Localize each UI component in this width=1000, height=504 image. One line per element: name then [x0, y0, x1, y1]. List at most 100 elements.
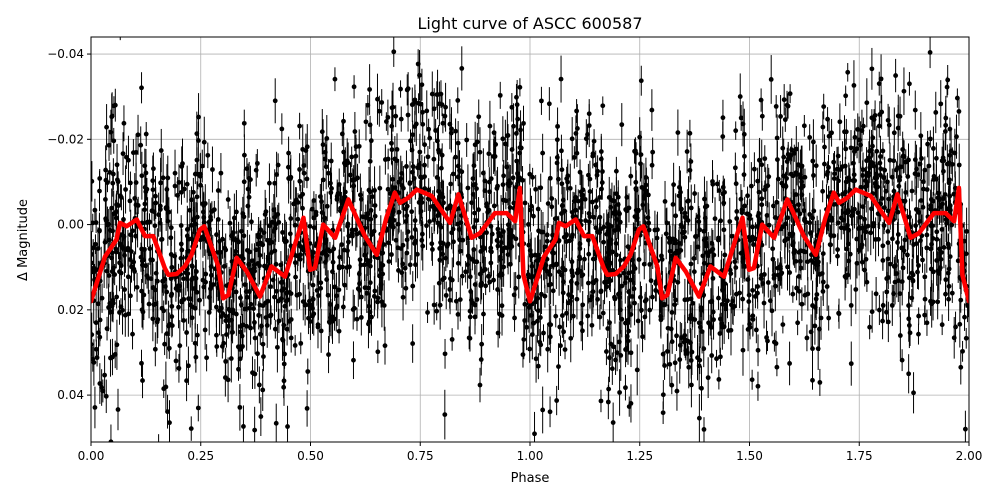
point-marker	[753, 294, 758, 299]
point-marker	[266, 299, 271, 304]
point-marker	[341, 305, 346, 310]
point-marker	[519, 146, 524, 151]
point-marker	[874, 291, 879, 296]
point-marker	[203, 280, 208, 285]
point-marker	[403, 286, 408, 291]
point-marker	[922, 274, 927, 279]
point-marker	[305, 144, 310, 149]
point-marker	[749, 184, 754, 189]
point-marker	[769, 77, 774, 82]
point-marker	[677, 357, 682, 362]
point-marker	[139, 85, 144, 90]
data-point	[957, 144, 962, 187]
point-marker	[422, 163, 427, 168]
point-marker	[822, 162, 827, 167]
data-point	[377, 166, 382, 211]
point-marker	[448, 276, 453, 281]
point-marker	[936, 196, 941, 201]
point-marker	[906, 371, 911, 376]
data-point	[430, 233, 435, 266]
point-marker	[898, 333, 903, 338]
point-marker	[545, 239, 550, 244]
point-marker	[709, 353, 714, 358]
point-marker	[406, 113, 411, 118]
point-marker	[940, 322, 945, 327]
point-marker	[488, 261, 493, 266]
data-point	[352, 75, 357, 98]
point-marker	[717, 188, 722, 193]
point-marker	[844, 129, 849, 134]
data-point	[568, 164, 573, 213]
point-marker	[588, 177, 593, 182]
point-marker	[722, 253, 727, 258]
point-marker	[599, 399, 604, 404]
data-point	[814, 145, 819, 187]
point-marker	[530, 175, 535, 180]
point-marker	[389, 252, 394, 257]
point-marker	[774, 341, 779, 346]
point-marker	[931, 146, 936, 151]
data-point	[177, 354, 182, 383]
point-marker	[867, 155, 872, 160]
data-point	[868, 210, 873, 255]
data-point	[518, 110, 523, 149]
point-marker	[122, 121, 127, 126]
data-point	[940, 314, 945, 335]
point-marker	[205, 153, 210, 158]
point-marker	[881, 149, 886, 154]
point-marker	[534, 356, 539, 361]
point-marker	[271, 278, 276, 283]
data-point	[805, 325, 810, 352]
data-point	[716, 220, 721, 256]
point-marker	[472, 225, 477, 230]
data-point	[488, 101, 493, 151]
point-marker	[637, 135, 642, 140]
point-marker	[686, 365, 691, 370]
point-marker	[642, 262, 647, 267]
point-marker	[811, 209, 816, 214]
point-marker	[568, 186, 573, 191]
point-marker	[906, 158, 911, 163]
point-marker	[944, 221, 949, 226]
point-marker	[688, 168, 693, 173]
point-marker	[767, 223, 772, 228]
data-point	[913, 91, 918, 130]
data-point	[869, 109, 874, 126]
point-marker	[924, 233, 929, 238]
data-point	[787, 342, 792, 386]
point-marker	[900, 358, 905, 363]
point-marker	[929, 301, 934, 306]
point-marker	[505, 133, 510, 138]
data-point	[559, 56, 564, 103]
data-point	[193, 342, 198, 373]
point-marker	[869, 115, 874, 120]
point-marker	[334, 293, 339, 298]
point-marker	[305, 369, 310, 374]
data-point	[906, 143, 911, 176]
point-marker	[391, 49, 396, 54]
point-marker	[788, 91, 793, 96]
point-marker	[153, 194, 158, 199]
point-marker	[324, 164, 329, 169]
point-marker	[358, 193, 363, 198]
point-marker	[716, 236, 721, 241]
point-marker	[950, 291, 955, 296]
point-marker	[821, 251, 826, 256]
point-marker	[916, 263, 921, 268]
point-marker	[293, 223, 298, 228]
point-marker	[169, 265, 174, 270]
point-marker	[933, 110, 938, 115]
point-marker	[907, 81, 912, 86]
point-marker	[667, 236, 672, 241]
point-marker	[675, 130, 680, 135]
point-marker	[352, 84, 357, 89]
data-point	[958, 287, 963, 312]
point-marker	[528, 208, 533, 213]
point-marker	[345, 224, 350, 229]
data-point	[118, 9, 123, 40]
data-point	[431, 142, 436, 177]
point-marker	[118, 22, 123, 27]
point-marker	[931, 199, 936, 204]
data-point	[252, 407, 257, 454]
data-point	[775, 141, 780, 178]
